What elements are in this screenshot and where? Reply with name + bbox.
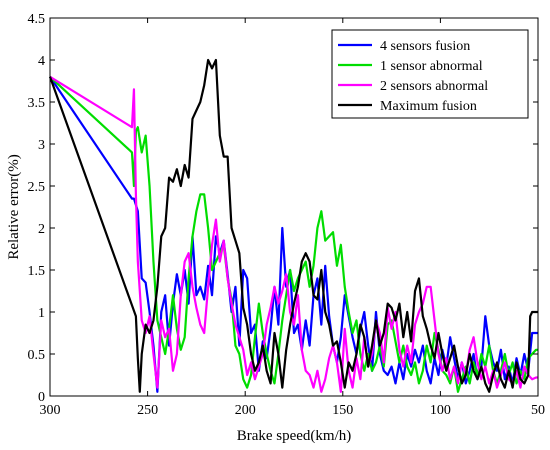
series-line-3 xyxy=(48,58,538,393)
x-tick-label: 150 xyxy=(332,403,353,418)
y-tick-label: 3 xyxy=(38,138,45,153)
x-tick-label: 100 xyxy=(430,403,451,418)
y-tick-label: 4 xyxy=(38,54,45,69)
y-tick-label: 1 xyxy=(38,306,45,321)
legend: 4 sensors fusion 1 sensor abnormal 2 senso… xyxy=(331,29,529,119)
x-tick-label: 300 xyxy=(40,403,61,418)
y-tick-label: 0 xyxy=(38,390,45,405)
x-tick-label: 50 xyxy=(531,403,545,418)
y-tick-label: 2.5 xyxy=(28,180,46,195)
y-tick-label: 2 xyxy=(38,222,45,237)
legend-label-0: 4 sensors fusion xyxy=(380,39,470,54)
series-line-2 xyxy=(49,75,538,393)
legend-label-2: 2 sensors abnormal xyxy=(380,79,488,94)
plot-frame xyxy=(49,17,539,397)
y-axis-ticks: 0 0.5 1 1.5 2 2.5 3 3.5 4 4.5 xyxy=(28,12,538,405)
x-tick-label: 250 xyxy=(137,403,158,418)
y-tick-label: 1.5 xyxy=(28,264,46,279)
x-tick-label: 200 xyxy=(235,403,256,418)
series-layer xyxy=(48,58,538,393)
legend-label-1: 1 sensor abnormal xyxy=(380,59,483,74)
x-axis-ticks: 300 250 200 150 100 50 xyxy=(40,18,545,418)
series-line-1 xyxy=(49,75,538,393)
legend-label-3: Maximum fusion xyxy=(380,99,477,114)
y-tick-label: 0.5 xyxy=(28,348,46,363)
y-tick-label: 3.5 xyxy=(28,96,46,111)
y-axis-label: Relative error(%) xyxy=(6,154,22,259)
y-tick-label: 4.5 xyxy=(28,12,46,27)
x-axis-label: Brake speed(km/h) xyxy=(237,428,352,444)
